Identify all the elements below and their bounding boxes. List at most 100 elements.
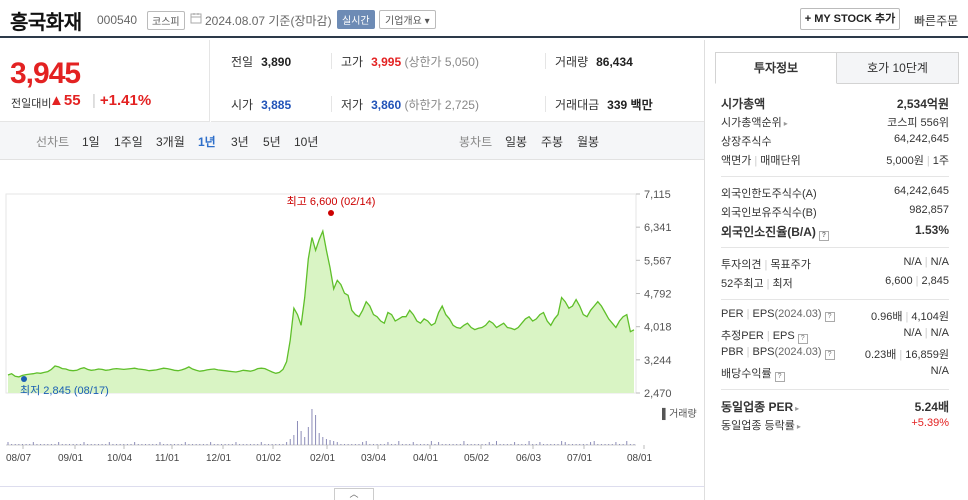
arrow-right-icon: ▸ (796, 422, 801, 431)
dividend-row: 배당수익률? N/A (721, 365, 949, 383)
tab-5y[interactable]: 5년 (263, 135, 281, 149)
tab-invest-info[interactable]: 투자정보 (715, 52, 837, 84)
stock-header: 흥국화재 000540 코스피 2024.08.07 기준(장마감) 실시간 기… (0, 0, 968, 38)
collapse-chevron-icon[interactable]: ︿ (334, 488, 374, 500)
x-tick-label: 11/01 (155, 453, 180, 464)
est-per-value: N/A (903, 327, 922, 339)
foreign-limit-label: 외국인한도주식수(A) (721, 188, 817, 200)
est-eps-value: N/A (930, 327, 949, 339)
opinion-row: 투자의견 | 목표주가 N/A | N/A (721, 256, 949, 271)
help-icon[interactable]: ? (797, 334, 808, 344)
tab-3y[interactable]: 3년 (231, 135, 249, 149)
opinion-label: 투자의견 (721, 259, 762, 271)
industry-per-value: 5.24배 (914, 400, 949, 414)
est-eps-label: EPS (772, 330, 795, 342)
target-value: N/A (930, 256, 949, 268)
x-tick-label: 03/04 (361, 453, 386, 464)
foreign-ratio-row: 외국인소진율(B/A)? 1.53% (721, 223, 949, 241)
x-tick-label: 09/01 (58, 453, 83, 464)
calendar-icon (190, 13, 202, 24)
amount-label: 거래대금 (555, 98, 600, 112)
help-icon[interactable]: ? (818, 231, 829, 241)
high-label: 고가 (341, 55, 364, 69)
upper-limit: (상한가 5,050) (404, 55, 479, 69)
stat-volume: 거래량 86,434 (555, 53, 633, 70)
current-price-panel: 3,945 전일대비 ▲55 +1.41% (0, 40, 210, 122)
low-label: 저가 (341, 98, 364, 112)
pbr-label: PBR (721, 346, 744, 358)
foreign-ratio-value: 1.53% (914, 223, 949, 237)
stat-open: 시가 3,885 (231, 96, 291, 113)
tab-weekly-candle[interactable]: 주봉 (541, 135, 564, 149)
industry-rate-label: 동일업종 등락률 (721, 420, 795, 432)
quick-order-button[interactable]: 빠른주문 (914, 14, 959, 28)
arrow-right-icon: ▸ (795, 404, 800, 413)
stat-prev: 전일 3,890 (231, 53, 291, 70)
stock-name: 흥국화재 (10, 12, 82, 34)
foreign-limit-row: 외국인한도주식수(A) 64,242,645 (721, 185, 949, 203)
tab-3m[interactable]: 3개월 (156, 135, 185, 149)
help-icon[interactable]: ? (824, 350, 835, 360)
w52-low-value: 2,845 (921, 275, 949, 287)
face-label: 액면가 (721, 155, 752, 167)
market-cap-row: 시가총액 2,534억원 (721, 95, 949, 113)
industry-rate-row: 동일업종 등락률 ▸ +5.39% (721, 417, 949, 435)
realtime-button[interactable]: 실시간 (337, 10, 375, 29)
x-tick-label: 08/07 (6, 453, 31, 464)
foreign-own-label: 외국인보유주식수(B) (721, 207, 817, 219)
y-tick-label: 5,567 (644, 255, 672, 267)
add-my-stock-button[interactable]: + MY STOCK 추가 (800, 8, 900, 30)
x-tick-label: 06/03 (516, 453, 541, 464)
per-label: PER (721, 308, 744, 320)
opinion-value: N/A (903, 256, 922, 268)
rank-row: 시가총액순위 ▸ 코스피 556위 (721, 114, 949, 132)
est-per-label: 추정PER (721, 330, 764, 342)
base-date: 2024.08.07 기준(장마감) (205, 14, 332, 28)
rank-value: 코스피 556위 (887, 117, 949, 129)
y-tick-label: 4,792 (644, 289, 672, 301)
y-tick-label: 7,115 (644, 189, 671, 201)
tab-1w[interactable]: 1주일 (114, 135, 143, 149)
unit-label: 매매단위 (760, 155, 801, 167)
market-cap-value: 2,534억원 (896, 97, 949, 111)
foreign-limit-value: 64,242,645 (893, 185, 949, 197)
investment-info-panel: 투자정보 호가 10단계 시가총액 2,534억원 시가총액순위 ▸ 코스피 55… (704, 40, 968, 500)
line-chart-label: 선차트 (36, 135, 70, 149)
help-icon[interactable]: ? (774, 372, 785, 382)
y-tick-label: 2,470 (644, 388, 672, 400)
x-tick-label: 02/01 (310, 453, 335, 464)
company-info-dropdown[interactable]: 기업개요 ▾ (379, 10, 436, 29)
industry-rate-value: +5.39% (911, 417, 949, 429)
tab-quote-10[interactable]: 호가 10단계 (837, 52, 959, 84)
industry-per-row: 동일업종 PER ▸ 5.24배 (721, 398, 949, 416)
stat-low: 저가 3,860 (하한가 2,725) (341, 96, 479, 113)
w52-low-label: 최저 (772, 278, 793, 290)
volume-legend: ▌거래량 (662, 407, 697, 421)
w52-high-label: 52주최고 (721, 278, 764, 290)
tab-daily-candle[interactable]: 일봉 (505, 135, 528, 149)
tab-monthly-candle[interactable]: 월봉 (577, 135, 600, 149)
price-chart-svg: 7,115 6,341 5,567 4,792 4,018 3,244 2,470 최고 6,… (5, 189, 697, 464)
stat-high: 고가 3,995 (상한가 5,050) (341, 53, 479, 70)
tab-10y[interactable]: 10년 (294, 135, 319, 149)
prev-value: 3,890 (261, 55, 292, 69)
stat-amount: 거래대금 339 백만 (555, 96, 653, 113)
change-percent: +1.41% (92, 92, 151, 109)
w52-high-value: 6,600 (885, 275, 913, 287)
price-stats: 전일 3,890 고가 3,995 (상한가 5,050) 거래량 86,434 시가… (211, 40, 704, 122)
help-icon[interactable]: ? (824, 312, 835, 322)
chart-tab-bar: 선차트 1일 1주일 3개월 1년 3년 5년 10년 봉차트 일봉 주봉 월봉 (0, 122, 704, 160)
pbr-value: 0.23배 (864, 349, 897, 361)
high-label: 최고 6,600 (02/14) (287, 195, 376, 208)
tab-1y[interactable]: 1년 (198, 135, 216, 149)
x-tick-label: 10/04 (107, 453, 132, 464)
low-marker (21, 376, 27, 382)
low-label: 최저 2,845 (08/17) (20, 384, 109, 397)
market-badge: 코스피 (147, 11, 185, 30)
price-chart[interactable]: 7,115 6,341 5,567 4,792 4,018 3,244 2,470 최고 6,… (0, 160, 704, 500)
industry-per-label: 동일업종 PER (721, 400, 794, 414)
tab-1d[interactable]: 1일 (82, 135, 100, 149)
stock-code: 000540 (97, 13, 138, 27)
dividend-label: 배당수익률 (721, 368, 772, 380)
x-tick-label: 08/01 (627, 453, 652, 464)
